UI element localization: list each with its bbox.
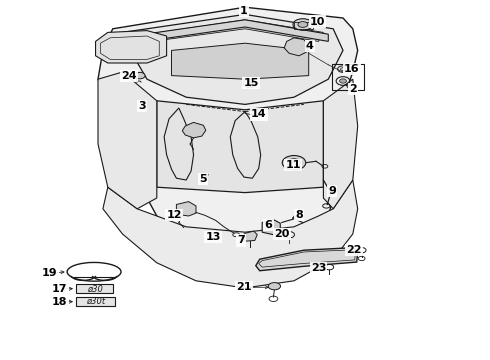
Polygon shape (103, 180, 358, 288)
Ellipse shape (247, 82, 253, 85)
Polygon shape (172, 43, 309, 79)
Ellipse shape (269, 283, 280, 290)
Polygon shape (241, 231, 257, 241)
Text: 6: 6 (265, 220, 272, 230)
Text: 23: 23 (311, 263, 326, 273)
Polygon shape (145, 20, 328, 41)
Text: 5: 5 (199, 174, 207, 184)
Bar (76, 297, 115, 306)
Ellipse shape (341, 68, 345, 71)
Text: 22: 22 (346, 245, 362, 255)
Ellipse shape (340, 79, 346, 83)
Text: 12: 12 (166, 210, 182, 220)
Ellipse shape (298, 22, 308, 27)
Text: 11: 11 (285, 160, 301, 170)
Text: 1: 1 (240, 6, 248, 16)
Ellipse shape (134, 72, 145, 79)
Polygon shape (157, 101, 323, 193)
Text: 2: 2 (349, 84, 357, 94)
Text: ø30: ø30 (87, 284, 102, 293)
Text: 9: 9 (328, 186, 336, 196)
Text: 8: 8 (295, 210, 303, 220)
Text: 4: 4 (306, 41, 314, 51)
Ellipse shape (293, 19, 313, 30)
Polygon shape (96, 31, 167, 63)
Polygon shape (122, 14, 343, 104)
Text: 24: 24 (121, 71, 137, 81)
Polygon shape (262, 220, 280, 235)
Text: 14: 14 (251, 109, 267, 120)
Text: 3: 3 (138, 101, 146, 111)
Ellipse shape (287, 159, 301, 167)
Polygon shape (256, 248, 358, 271)
Polygon shape (147, 20, 323, 41)
Bar (332, 64, 364, 90)
Polygon shape (323, 79, 358, 209)
Polygon shape (182, 122, 206, 138)
Polygon shape (284, 38, 309, 56)
Text: 20: 20 (274, 229, 290, 239)
Polygon shape (176, 202, 196, 216)
Polygon shape (98, 72, 157, 209)
Text: 10: 10 (310, 17, 325, 27)
Polygon shape (98, 7, 358, 263)
Text: 7: 7 (237, 235, 245, 246)
Text: 13: 13 (205, 232, 221, 242)
Text: ø30t: ø30t (86, 297, 105, 306)
Bar (76, 284, 113, 293)
Text: 16: 16 (344, 64, 360, 74)
Ellipse shape (282, 156, 306, 170)
Text: 15: 15 (243, 78, 259, 88)
Text: 21: 21 (236, 282, 252, 292)
Text: 19: 19 (42, 268, 58, 278)
Text: 17: 17 (52, 284, 68, 294)
Text: 18: 18 (52, 297, 68, 307)
